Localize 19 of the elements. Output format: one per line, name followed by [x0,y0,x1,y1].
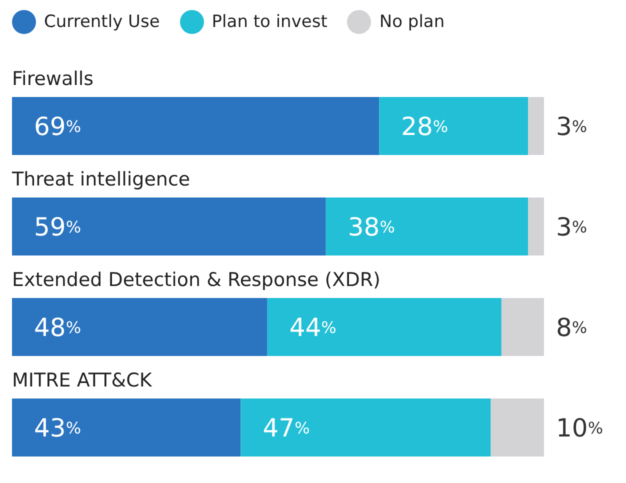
data-label: 44% [289,312,336,342]
data-label: 10% [556,413,604,442]
data-label: 3% [556,112,588,140]
data-label: 43% [34,413,82,442]
y-tick-label: Firewalls [12,68,94,90]
data-label: 28% [401,112,448,140]
legend-label: No plan [379,12,445,32]
data-label: 59% [34,212,82,241]
y-tick-label: Extended Detection & Response (XDR) [12,269,380,291]
legend-label: Currently Use [44,12,160,32]
data-label: 38% [348,212,395,241]
data-label: 47% [262,413,310,442]
data-label: 69% [34,112,82,140]
data-label: 3% [556,212,588,241]
legend-label: Plan to invest [212,12,328,32]
y-tick-label: Threat intelligence [11,168,190,190]
y-tick-label: MITRE ATT&CK [12,370,152,392]
data-label: 48% [34,312,82,342]
data-label: 8% [556,312,588,342]
